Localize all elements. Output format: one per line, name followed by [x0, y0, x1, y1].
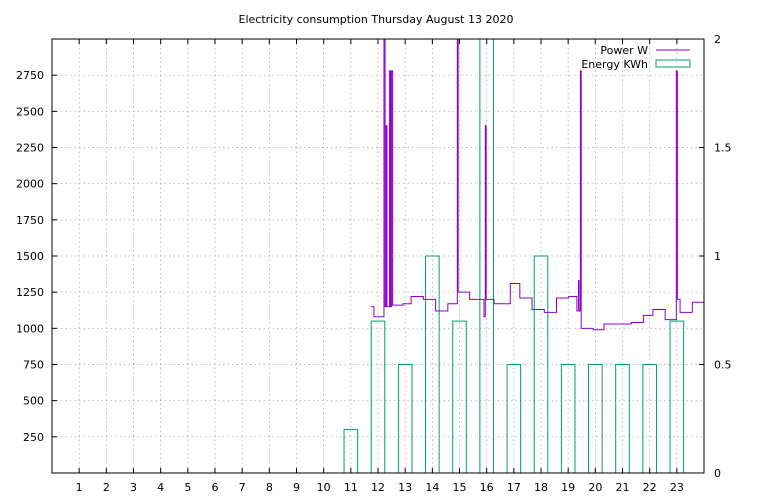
y-right-tick-label: 1	[714, 250, 721, 263]
y-left-tick-label: 1750	[16, 214, 44, 227]
y-left-tick-label: 2000	[16, 178, 44, 191]
energy-bar	[506, 364, 522, 474]
x-tick-label: 12	[371, 481, 385, 494]
legend-label-energy: Energy KWh	[581, 58, 648, 71]
energy-bar	[588, 364, 603, 474]
energy-bar	[669, 320, 685, 474]
x-tick-label: 1	[76, 481, 83, 494]
legend-label-power: Power W	[600, 44, 648, 57]
power-line-path	[371, 38, 704, 331]
energy-bar	[615, 364, 630, 474]
x-tick-label: 4	[157, 481, 164, 494]
x-tick-label: 5	[184, 481, 191, 494]
y-left-tick-label: 250	[23, 431, 44, 444]
y-left-tick-label: 750	[23, 359, 44, 372]
energy-bar	[642, 364, 657, 474]
y-left-tick-label: 2500	[16, 105, 44, 118]
y-right-tick-label: 0	[714, 467, 721, 480]
x-tick-label: 11	[344, 481, 358, 494]
x-tick-label: 13	[398, 481, 412, 494]
y-left-tick-label: 2750	[16, 69, 44, 82]
x-tick-label: 20	[588, 481, 602, 494]
y-left-tick-label: 1000	[16, 322, 44, 335]
x-tick-label: 14	[425, 481, 439, 494]
legend-swatch-energy	[655, 59, 691, 68]
x-tick-label: 17	[507, 481, 521, 494]
chart-title: Electricity consumption Thursday August …	[239, 13, 514, 26]
x-tick-label: 21	[616, 481, 630, 494]
x-tick-label: 2	[103, 481, 110, 494]
y-left-tick-label: 1250	[16, 286, 44, 299]
x-tick-label: 8	[266, 481, 273, 494]
axes-layer: 1 2 3 4 5 6 7 8 9 10 11 12 13 14 15 16 17 18 19 20 21 22 23250…	[16, 33, 732, 494]
x-tick-label: 15	[453, 481, 467, 494]
x-tick-label: 9	[293, 481, 300, 494]
x-tick-label: 3	[130, 481, 137, 494]
y-left-tick-label: 500	[23, 395, 44, 408]
x-tick-label: 23	[670, 481, 684, 494]
energy-bar	[397, 364, 413, 474]
energy-bar	[452, 320, 467, 474]
x-tick-label: 19	[561, 481, 575, 494]
y-right-tick-label: 0.5	[714, 359, 732, 372]
grid-layer	[52, 39, 704, 473]
y-left-tick-label: 2250	[16, 142, 44, 155]
x-tick-label: 6	[212, 481, 219, 494]
energy-bar	[560, 364, 576, 474]
y-left-tick-label: 1500	[16, 250, 44, 263]
x-tick-label: 10	[317, 481, 331, 494]
x-tick-label: 7	[239, 481, 246, 494]
power-line	[371, 38, 704, 331]
y-right-tick-label: 2	[714, 33, 721, 46]
y-right-tick-label: 1.5	[714, 142, 732, 155]
x-tick-label: 16	[480, 481, 494, 494]
energy-bar	[370, 320, 386, 474]
x-tick-label: 22	[643, 481, 657, 494]
x-tick-label: 18	[534, 481, 548, 494]
